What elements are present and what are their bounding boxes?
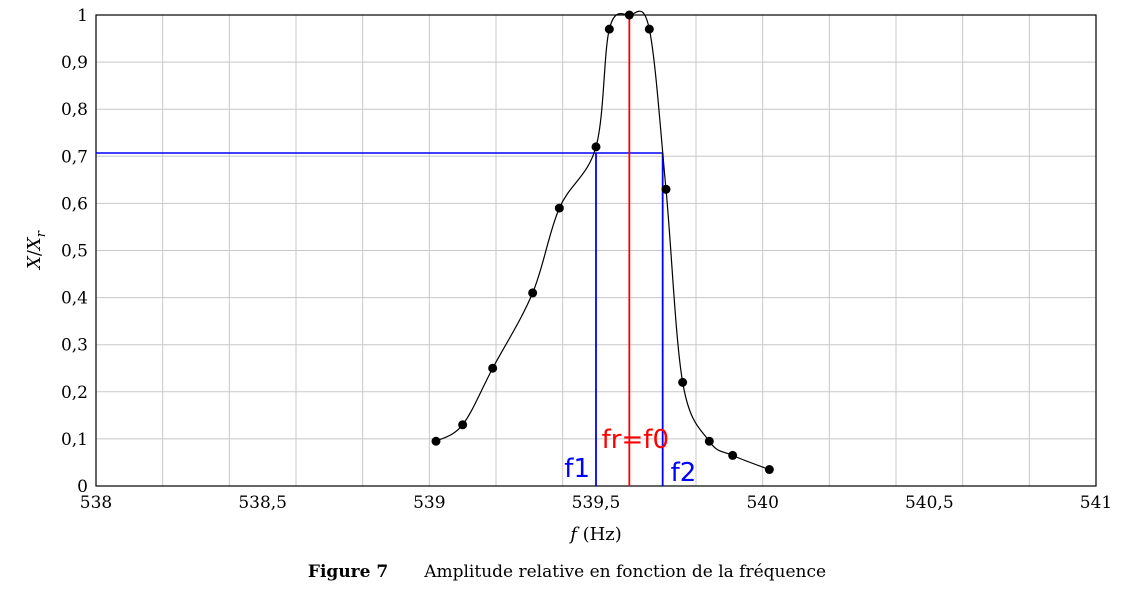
x-tick-label-6: 541 <box>1080 493 1112 513</box>
x-tick-label-1: 538,5 <box>238 493 287 513</box>
x-tick-label-0: 538 <box>80 493 112 513</box>
x-axis-label: f (Hz) <box>568 524 622 545</box>
data-point-9 <box>661 184 671 194</box>
f0-label: fr=f0 <box>602 425 669 455</box>
data-point-3 <box>528 288 538 298</box>
data-point-4 <box>554 203 564 213</box>
y-tick-label-4: 0,4 <box>61 289 88 309</box>
y-tick-label-1: 0,1 <box>61 430 88 450</box>
figure-caption: Figure 7 Amplitude relative en fonction d… <box>0 562 1134 582</box>
data-point-11 <box>704 436 714 446</box>
data-point-13 <box>764 465 774 475</box>
y-tick-label-10: 1 <box>77 6 88 26</box>
figure-caption-text: Amplitude relative en fonction de la fré… <box>424 562 827 582</box>
data-point-5 <box>591 142 601 152</box>
y-axis-label: X/Xr <box>24 230 49 271</box>
data-point-1 <box>458 420 468 430</box>
data-point-12 <box>728 450 738 460</box>
f1-label: f1 <box>564 454 590 484</box>
y-tick-label-3: 0,3 <box>61 336 88 356</box>
y-tick-label-6: 0,6 <box>61 194 88 214</box>
y-tick-label-9: 0,9 <box>61 53 88 73</box>
tick-labels: 538 538,5 539 539,5 540 540,5 541 0 0,1 0,2 0,3 0,4… <box>61 6 1112 513</box>
y-tick-label-8: 0,8 <box>61 100 88 120</box>
figure-number: Figure 7 <box>307 562 389 582</box>
data-point-2 <box>488 363 498 373</box>
y-tick-label-5: 0,5 <box>61 242 88 262</box>
x-tick-label-4: 540 <box>746 493 778 513</box>
x-tick-label-5: 540,5 <box>905 493 954 513</box>
data-point-7 <box>624 10 634 20</box>
data-point-6 <box>604 24 614 34</box>
y-tick-label-0: 0 <box>77 477 88 497</box>
x-tick-label-3: 539,5 <box>572 493 621 513</box>
f2-label: f2 <box>671 458 697 488</box>
data-point-8 <box>644 24 654 34</box>
y-tick-label-7: 0,7 <box>61 147 88 167</box>
data-point-0 <box>431 436 441 446</box>
x-tick-label-2: 539 <box>413 493 445 513</box>
data-series <box>431 10 774 475</box>
y-tick-label-2: 0,2 <box>61 383 88 403</box>
series-line-0 <box>435 10 770 471</box>
data-point-10 <box>678 377 688 387</box>
